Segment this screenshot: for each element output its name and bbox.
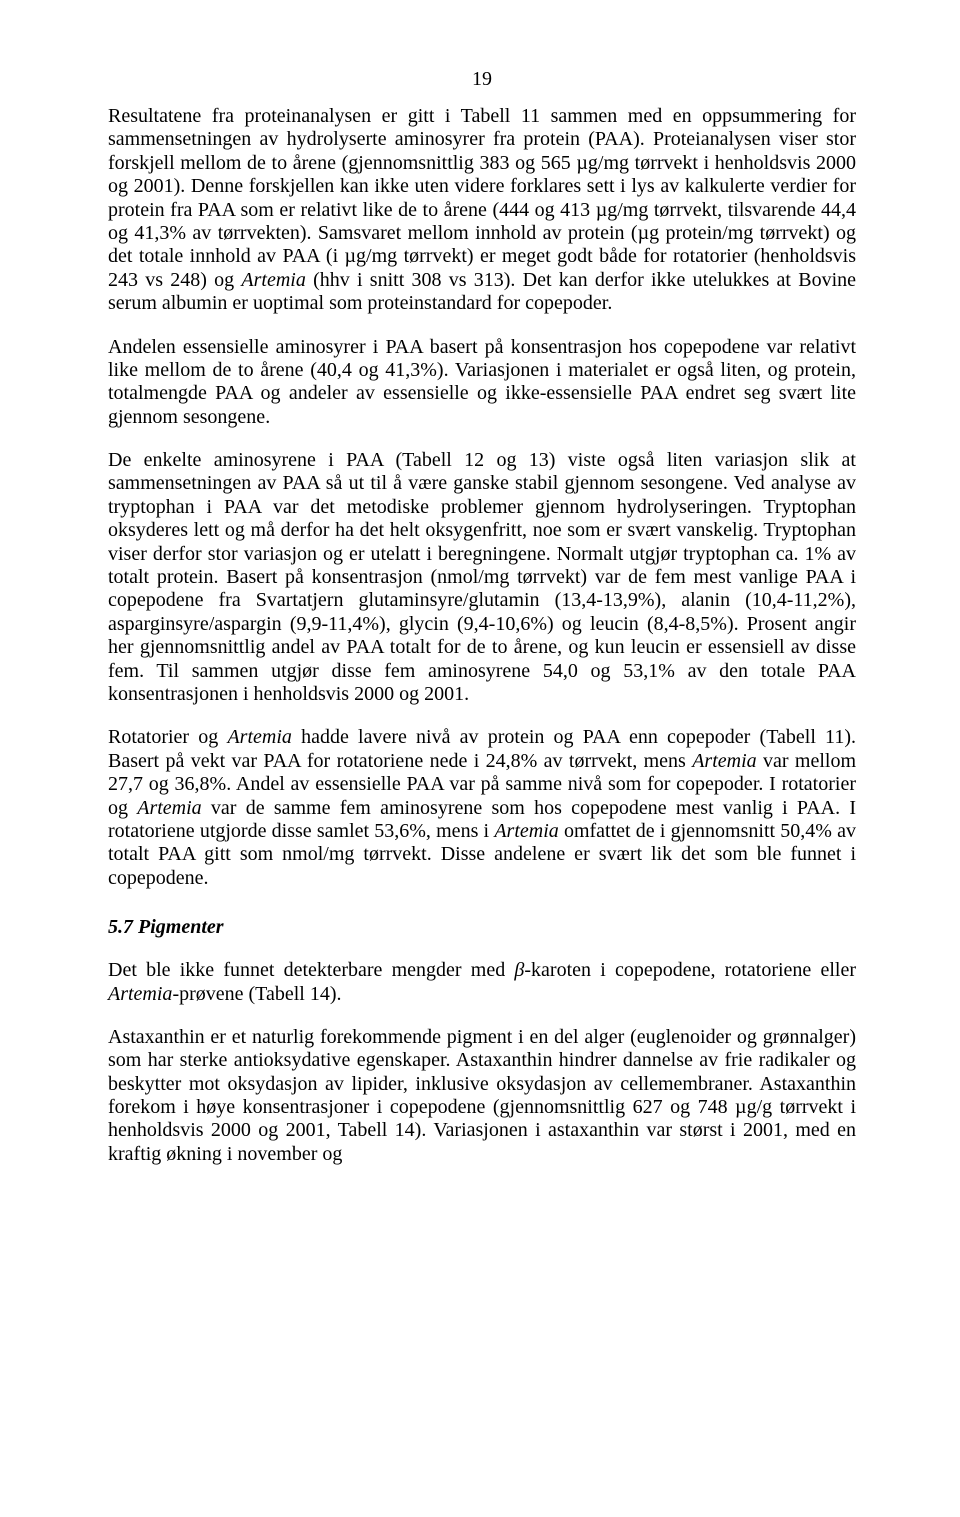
paragraph-3: De enkelte aminosyrene i PAA (Tabell 12 …	[108, 449, 856, 706]
paragraph-5-italic-beta: β	[514, 959, 524, 981]
paragraph-5-text-a: Det ble ikke funnet detekterbare mengder…	[108, 959, 514, 981]
paragraph-5-text-c: -karoten i copepodene, rotatoriene eller	[524, 959, 856, 981]
paragraph-5-italic-artemia: Artemia	[108, 983, 172, 1005]
paragraph-6: Astaxanthin er et naturlig forekommende …	[108, 1026, 856, 1166]
paragraph-4-italic-3: Artemia	[137, 797, 201, 819]
paragraph-2: Andelen essensielle aminosyrer i PAA bas…	[108, 336, 856, 430]
paragraph-5-text-e: -prøvene (Tabell 14).	[172, 983, 341, 1005]
paragraph-5: Det ble ikke funnet detekterbare mengder…	[108, 959, 856, 1006]
paragraph-1-text-a: Resultatene fra proteinanalysen er gitt …	[108, 105, 856, 291]
paragraph-4: Rotatorier og Artemia hadde lavere nivå …	[108, 726, 856, 890]
paragraph-1: Resultatene fra proteinanalysen er gitt …	[108, 105, 856, 316]
paragraph-4-italic-1: Artemia	[227, 726, 291, 748]
paragraph-1-italic-1: Artemia	[241, 269, 305, 291]
paragraph-4-italic-2: Artemia	[692, 750, 756, 772]
paragraph-4-italic-4: Artemia	[494, 820, 558, 842]
paragraph-4-text-a: Rotatorier og	[108, 726, 227, 748]
section-heading-pigmenter: 5.7 Pigmenter	[108, 916, 856, 939]
page-number: 19	[108, 68, 856, 91]
